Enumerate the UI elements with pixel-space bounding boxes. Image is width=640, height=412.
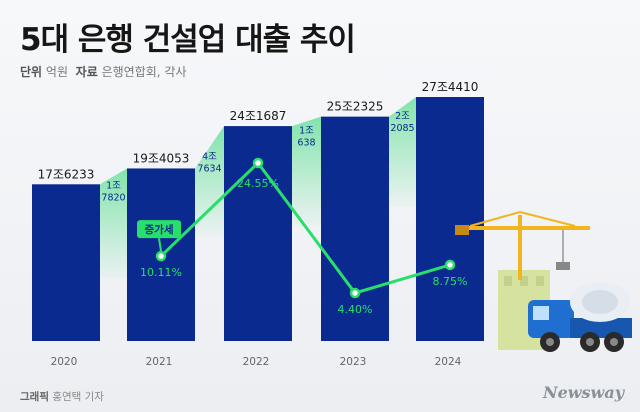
credit: 그래픽 홍연택 기자 xyxy=(20,389,104,404)
bar-2024 xyxy=(416,97,484,341)
page-title: 5대 은행 건설업 대출 추이 xyxy=(20,22,356,58)
increase-label-bottom: 2085 xyxy=(390,123,414,134)
increase-label-top: 1조 xyxy=(106,180,121,191)
growth-rate-label: 24.55% xyxy=(237,177,279,190)
increase-band xyxy=(100,168,127,279)
growth-rate-label: 8.75% xyxy=(433,275,468,288)
growth-point xyxy=(252,157,264,169)
growth-rate-label: 4.40% xyxy=(338,303,373,316)
brand-logo: Newsway xyxy=(542,383,624,402)
bar-value-label: 19조4053 xyxy=(133,151,190,165)
growth-tag-label: 증가세 xyxy=(145,223,174,236)
unit-label: 단위 xyxy=(20,65,43,79)
growth-tag-box xyxy=(137,220,181,239)
increase-band xyxy=(195,126,224,237)
unit-value: 억원 xyxy=(45,65,69,79)
growth-rate-label: 10.11% xyxy=(140,266,182,279)
source-value: 은행연합회, 각사 xyxy=(101,65,187,79)
credit-value: 홍연택 기자 xyxy=(52,391,104,403)
bar-value-label: 17조6233 xyxy=(38,167,95,181)
increase-label-top: 2조 xyxy=(395,111,410,122)
increase-label-bottom: 638 xyxy=(297,137,315,148)
credit-label: 그래픽 xyxy=(20,391,49,403)
source-label: 자료 xyxy=(75,65,98,79)
growth-point xyxy=(155,250,167,262)
x-tick-label: 2022 xyxy=(243,356,270,368)
bar-value-label: 25조2325 xyxy=(327,100,384,114)
bar-2020 xyxy=(32,184,100,341)
x-tick-label: 2024 xyxy=(435,356,462,368)
increase-label-top: 4조 xyxy=(202,151,217,162)
growth-point xyxy=(444,259,456,271)
chart-meta: 단위 억원 자료 은행연합회, 각사 xyxy=(20,63,187,80)
increase-band xyxy=(389,97,416,207)
x-tick-label: 2020 xyxy=(51,356,78,368)
growth-line xyxy=(159,160,451,295)
increase-band xyxy=(292,116,321,227)
bar-2023 xyxy=(321,116,389,342)
bar-value-label: 27조4410 xyxy=(422,80,479,94)
bar-value-label: 24조1687 xyxy=(230,109,287,123)
construction-illustration xyxy=(455,211,632,352)
growth-point xyxy=(349,287,361,299)
increase-label-bottom: 7820 xyxy=(101,192,125,203)
increase-label-top: 1조 xyxy=(299,125,314,136)
increase-label-bottom: 7634 xyxy=(197,163,221,174)
x-tick-label: 2021 xyxy=(146,356,173,368)
x-tick-label: 2023 xyxy=(340,356,367,368)
